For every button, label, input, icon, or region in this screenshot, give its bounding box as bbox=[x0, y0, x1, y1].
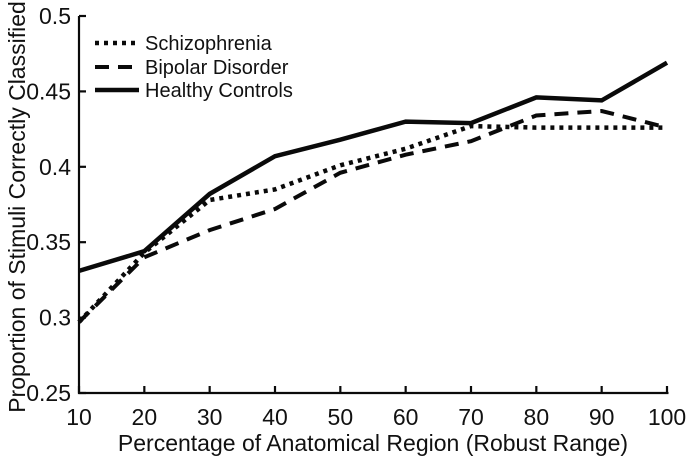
x-tick-label: 70 bbox=[458, 404, 484, 430]
x-tick-label: 90 bbox=[589, 404, 615, 430]
axes: 10 20 30 40 50 60 70 80 90 100 0.25 0.3 0.35 0.4 0.45 0… bbox=[4, 1, 686, 456]
series-lines bbox=[77, 60, 669, 324]
x-tick-label: 20 bbox=[132, 404, 158, 430]
y-tick-label: 0.35 bbox=[26, 229, 71, 255]
y-tick-label: 0.3 bbox=[39, 305, 71, 331]
series-line-bipolar-disorder bbox=[77, 108, 668, 324]
x-tick-label: 100 bbox=[648, 404, 686, 430]
series-line-healthy-controls bbox=[78, 60, 669, 274]
y-tick-label: 0.45 bbox=[26, 78, 71, 104]
x-axis-title: Percentage of Anatomical Region (Robust … bbox=[118, 430, 628, 456]
x-tick-label: 40 bbox=[262, 404, 288, 430]
y-tick-label: 0.25 bbox=[26, 380, 71, 406]
y-tick-label: 0.5 bbox=[39, 3, 71, 29]
x-tick-label: 10 bbox=[66, 404, 92, 430]
legend-label: Healthy Controls bbox=[145, 80, 293, 102]
y-tick-label: 0.4 bbox=[39, 154, 71, 180]
legend-label: Schizophrenia bbox=[145, 33, 273, 55]
series-line-schizophrenia bbox=[77, 123, 667, 324]
x-tick-label: 50 bbox=[328, 404, 354, 430]
x-tick-label: 80 bbox=[524, 404, 550, 430]
axis-tick-labels: 10 20 30 40 50 60 70 80 90 100 0.25 0.3 0.35 0.4 0.45 0… bbox=[26, 3, 686, 430]
legend-label: Bipolar Disorder bbox=[145, 57, 289, 79]
x-tick-label: 60 bbox=[393, 404, 419, 430]
x-tick-label: 30 bbox=[197, 404, 223, 430]
y-axis-title: Proportion of Stimuli Correctly Classifi… bbox=[4, 1, 30, 413]
